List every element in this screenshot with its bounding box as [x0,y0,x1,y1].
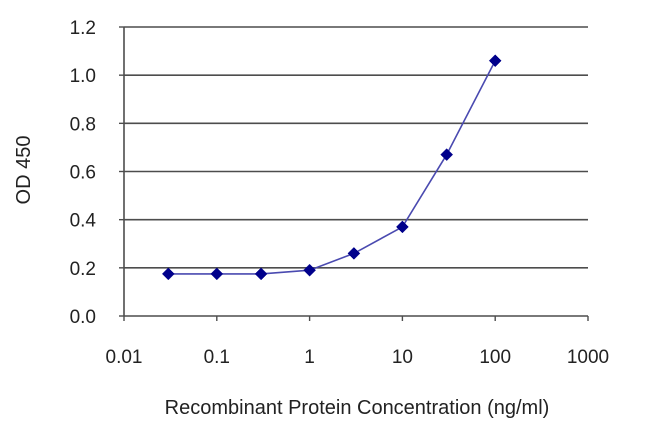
data-point-marker [254,267,268,281]
x-tick-label: 1000 [567,347,609,368]
y-tick-label: 0.4 [70,211,97,232]
series-line [168,60,496,275]
data-point-marker [303,263,316,277]
y-axis-title: OD 450 [13,136,35,205]
y-tick-label: 1.2 [70,18,96,39]
data-point-marker [488,54,502,68]
y-tick-label: 0.8 [70,114,96,135]
x-tick-label: 10 [392,347,413,368]
x-tick-label: 0.1 [204,347,230,368]
data-point-marker [347,247,361,260]
x-axis-title: Recombinant Protein Concentration (ng/ml… [165,397,550,419]
y-tick-label: 0.2 [70,259,96,280]
x-tick-labels: 0.01 0.1 1 10 100 1000 [106,347,610,368]
data-point-marker [440,148,454,161]
data-point-marker [210,267,224,281]
axes [119,26,589,321]
y-tick-label: 1.0 [70,66,96,87]
data-point-marker [161,267,175,281]
series-line-0 [168,60,496,275]
gridlines [124,26,588,269]
data-point-marker [396,220,409,234]
y-tick-label: 0.6 [70,163,96,184]
x-tick-label: 1 [304,347,315,368]
x-tick-label: 100 [479,347,511,368]
y-tick-label: 0.0 [70,307,96,328]
x-tick-label: 0.01 [106,347,143,368]
series-markers [161,54,502,281]
y-tick-labels: 0.0 0.2 0.4 0.6 0.8 1.0 1.2 [70,18,97,328]
